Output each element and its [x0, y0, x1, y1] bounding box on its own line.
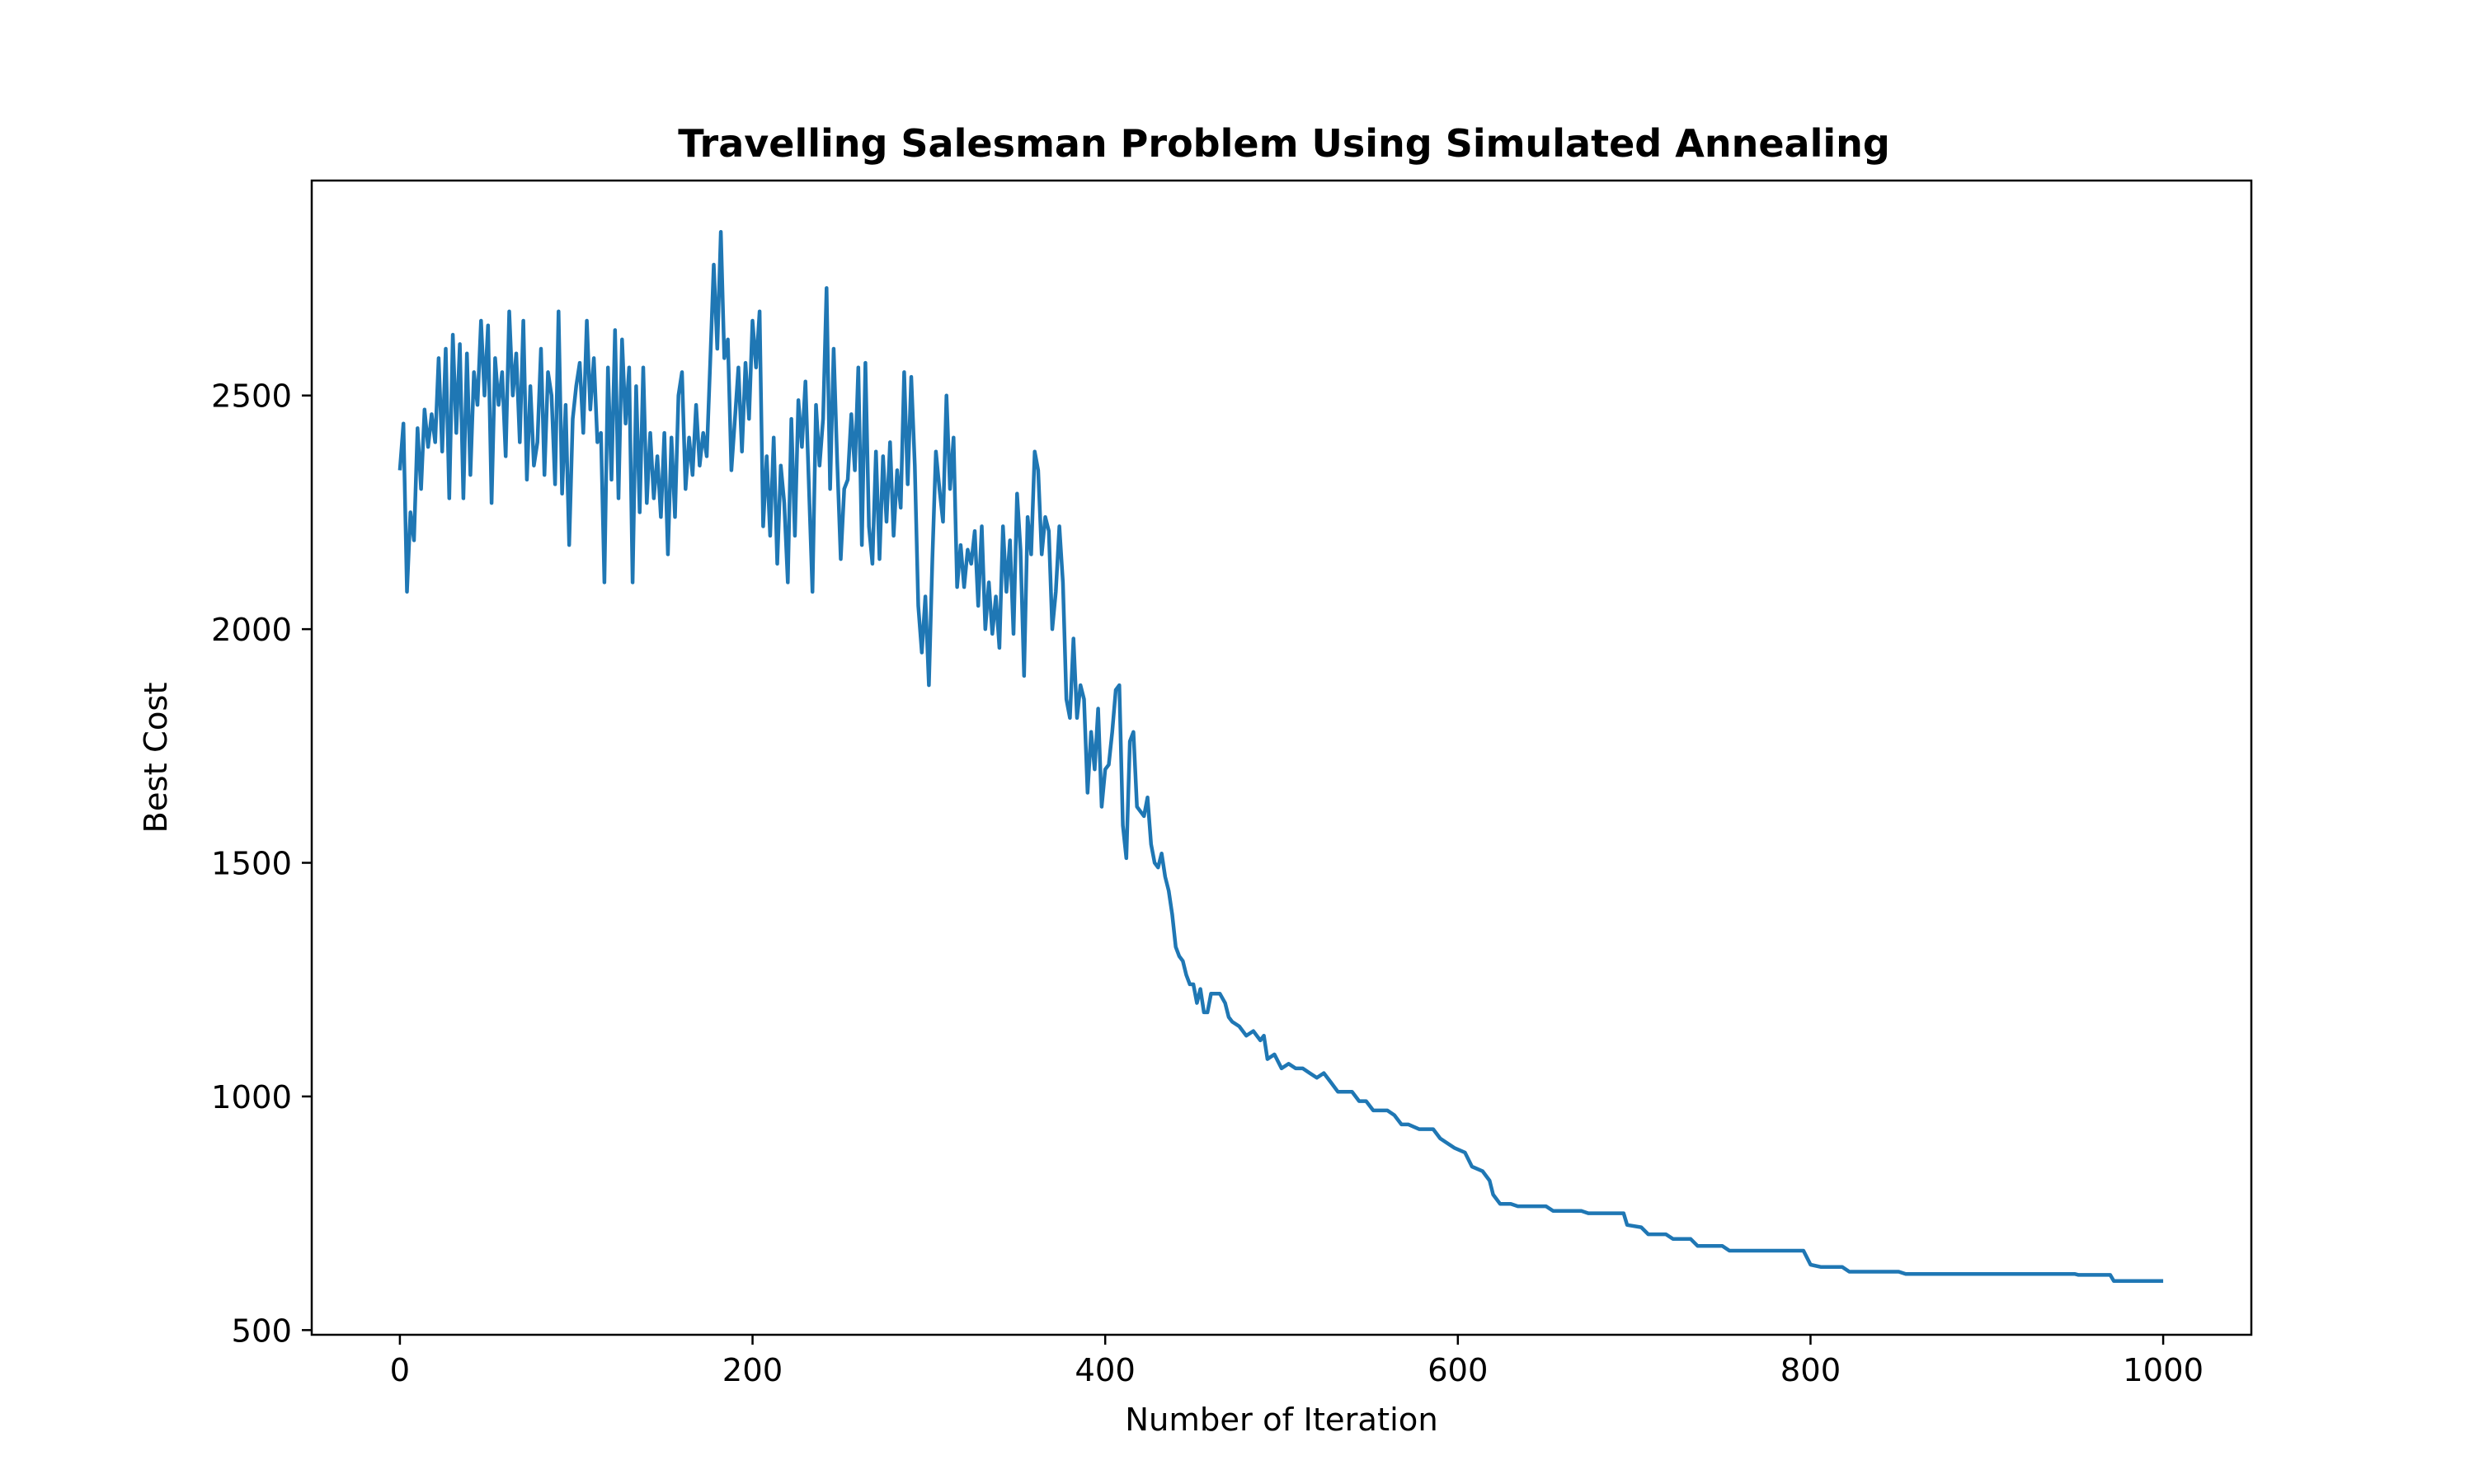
- x-axis-label: Number of Iteration: [1125, 1402, 1438, 1439]
- x-tick-label: 0: [390, 1352, 411, 1389]
- x-tick-label: 200: [722, 1352, 783, 1389]
- series-line: [397, 230, 2164, 1284]
- y-axis: 500 1000 1500 2000 2500: [211, 378, 312, 1350]
- chart-title: Travelling Salesman Problem Using Simula…: [678, 121, 1890, 166]
- plot-area: [397, 230, 2164, 1284]
- y-tick-label: 2500: [211, 378, 292, 416]
- y-tick-label: 1000: [211, 1079, 292, 1116]
- x-tick-label: 600: [1427, 1352, 1489, 1389]
- y-axis-label: Best Cost: [138, 682, 175, 833]
- y-tick-label: 500: [232, 1313, 293, 1350]
- plot-frame: [310, 179, 2253, 1336]
- y-tick-label: 1500: [211, 846, 292, 883]
- x-axis: 0 200 400 600 800 1000: [390, 1335, 2204, 1389]
- x-tick-label: 800: [1780, 1352, 1841, 1389]
- x-tick-label: 400: [1075, 1352, 1136, 1389]
- x-tick-label: 1000: [2123, 1352, 2204, 1389]
- y-tick-label: 2000: [211, 612, 292, 649]
